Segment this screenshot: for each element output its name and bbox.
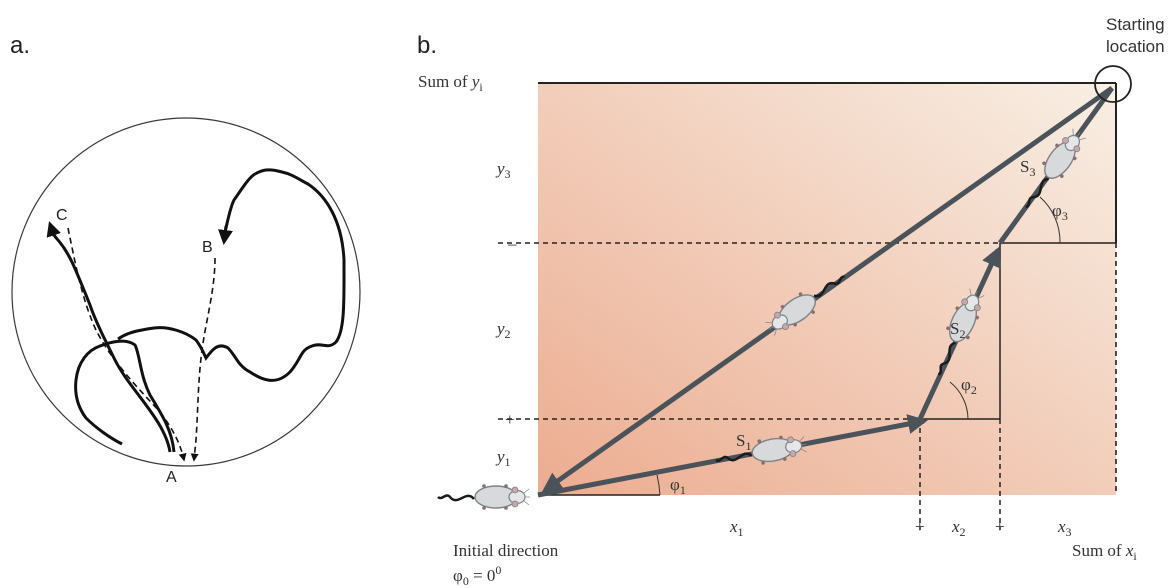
path-c-arrow — [46, 221, 61, 238]
point-b-label: B — [202, 239, 213, 256]
x-plus-sign-1: + — [915, 517, 925, 536]
y2-label: y2 — [495, 319, 511, 341]
mouse-start — [436, 482, 532, 512]
sum-x-label: Sum of xi — [1072, 541, 1137, 563]
s1-label: S1 — [736, 431, 751, 453]
y-minus-sign: – — [507, 234, 517, 253]
x2-label: x2 — [951, 517, 966, 539]
vector-s1 — [537, 414, 928, 498]
homing-path-c — [67, 227, 187, 462]
y3-label: y3 — [495, 159, 511, 181]
homing-path-b — [190, 257, 216, 462]
phi1-label: φ1 — [670, 475, 686, 497]
path-b-arrow — [218, 225, 233, 245]
phi2-label: φ2 — [961, 375, 977, 397]
starting-location-marker — [1094, 65, 1132, 103]
x3-label: x3 — [1057, 517, 1072, 539]
point-c-label: C — [56, 207, 68, 224]
x1-label: x1 — [729, 517, 744, 539]
homing-vector — [541, 85, 1114, 493]
s3-label: S3 — [1020, 157, 1035, 179]
y1-label: y1 — [495, 447, 511, 469]
angle-arc-2 — [949, 381, 969, 420]
panel-a: a. A B C — [10, 32, 361, 486]
starting-location-line1: Starting — [1106, 15, 1165, 34]
panel-b: b. Starting location — [417, 15, 1165, 588]
point-a-label: A — [166, 469, 177, 486]
phi3-label: φ3 — [1052, 201, 1068, 223]
x-plus-sign-2: + — [995, 517, 1005, 536]
initial-direction-label: Initial direction — [453, 541, 559, 560]
phi0-label: φ0 = 00 — [453, 563, 501, 588]
arena-circle — [11, 117, 361, 467]
angle-arc-3 — [1039, 196, 1061, 244]
s2-label: S2 — [950, 319, 965, 341]
panel-a-label: a. — [10, 32, 30, 59]
y-plus-sign: + — [505, 410, 515, 429]
angle-arc-1 — [656, 474, 661, 496]
starting-location-line2: location — [1106, 37, 1165, 56]
exploration-path-c — [50, 227, 172, 453]
sum-y-label: Sum of yi — [418, 72, 483, 94]
panel-b-label: b. — [417, 32, 437, 59]
exploration-path — [74, 168, 346, 453]
